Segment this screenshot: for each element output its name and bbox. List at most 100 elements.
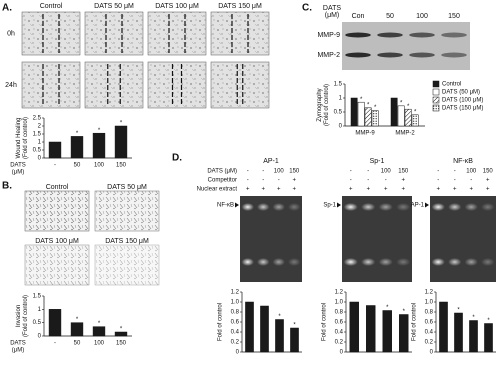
treatment-value: -	[437, 178, 439, 184]
wound-image	[84, 11, 144, 56]
gel-band	[288, 258, 301, 266]
gel-band	[241, 258, 254, 266]
treatment-value: -	[454, 169, 456, 175]
significance-mark: *	[98, 128, 101, 134]
significance-mark: *	[98, 321, 101, 327]
y-tick-label: 1	[38, 307, 42, 313]
gel-band-label: NF-κB	[217, 203, 234, 209]
treatment-value: -	[262, 169, 264, 175]
bar	[390, 97, 398, 127]
bar	[404, 108, 412, 127]
treatment-value: +	[436, 187, 440, 193]
significance-mark: *	[386, 305, 389, 311]
y-tick-label: 0.4	[335, 330, 344, 336]
bar	[70, 322, 84, 337]
treatment-value: -	[247, 169, 249, 175]
legend-swatch	[432, 104, 440, 112]
treatment-value: +	[292, 187, 296, 193]
invasion-image	[24, 244, 90, 286]
wound-image	[21, 11, 81, 56]
x-tick-label: 100	[94, 163, 105, 169]
treatment-value: 150	[398, 169, 409, 175]
gel-band	[481, 258, 495, 266]
significance-mark: *	[487, 318, 490, 324]
bar	[484, 323, 493, 353]
y-tick-label: 0	[38, 156, 42, 162]
gel-band	[377, 32, 403, 38]
y-tick-label: 0.6	[231, 320, 240, 326]
invasion-image	[24, 190, 90, 232]
bar	[397, 105, 405, 127]
gel-band	[431, 203, 445, 211]
bar	[411, 114, 419, 127]
gel-band	[272, 203, 285, 211]
gel-band	[464, 258, 478, 266]
bar	[371, 110, 379, 127]
band-arrow	[425, 202, 429, 208]
bar	[275, 319, 284, 353]
treatment-value: -	[350, 178, 352, 184]
y-tick-label: 0.5	[33, 320, 42, 326]
x-tick-label: MMP-2	[395, 131, 415, 137]
bar	[382, 310, 392, 353]
gel-band	[378, 258, 393, 266]
treatment-value: 150	[289, 169, 300, 175]
gel-band	[361, 203, 376, 211]
bar	[357, 101, 365, 127]
treatment-value: -	[437, 169, 439, 175]
wound-image	[147, 61, 207, 109]
y-tick-label: 2	[38, 124, 42, 130]
image-title: Control	[46, 184, 69, 191]
wound-image	[147, 11, 207, 56]
lane-label: 100	[416, 13, 428, 20]
treatment-value: -	[247, 178, 249, 184]
treatment-value: +	[277, 187, 281, 193]
gel-band	[361, 258, 376, 266]
gel-band	[396, 258, 411, 266]
wound-image	[21, 61, 81, 109]
y-tick-label: 1	[38, 140, 42, 146]
y-tick-label: 0.2	[231, 340, 240, 346]
y-tick-label: 1.2	[231, 290, 240, 296]
gel-band	[464, 203, 478, 211]
treatment-value: +	[349, 187, 353, 193]
gel-band	[441, 32, 467, 38]
bar	[70, 136, 84, 159]
y-axis-label: Wound Healing	[16, 118, 22, 159]
image-row-label: 0h	[7, 30, 15, 37]
wound-image	[210, 61, 270, 109]
treatment-value: +	[401, 178, 405, 184]
treatment-value: 100	[274, 169, 285, 175]
bar	[290, 327, 299, 353]
invasion-image	[94, 190, 160, 232]
lane-label: 150	[448, 13, 460, 20]
band-arrow	[235, 202, 239, 208]
bar	[350, 97, 358, 127]
bar	[92, 326, 106, 337]
image-title: DATS 100 μM	[35, 238, 79, 245]
treatment-value: -	[350, 169, 352, 175]
bar	[92, 132, 106, 159]
gel-band	[345, 32, 371, 38]
y-tick-label: 1.2	[335, 290, 344, 296]
treatment-value: 100	[381, 169, 392, 175]
bar	[454, 312, 463, 353]
treatment-value: 100	[466, 169, 477, 175]
y-tick-label: 0.4	[231, 330, 240, 336]
legend-label: DATS (150 μM)	[442, 106, 483, 112]
treatment-value: -	[385, 178, 387, 184]
panel-label: A.	[2, 3, 12, 14]
gel-band	[448, 258, 462, 266]
significance-mark: *	[457, 308, 460, 314]
y-axis-label: Fold of control	[322, 303, 328, 341]
bar	[469, 320, 478, 353]
gel-band	[431, 258, 445, 266]
gel-band	[409, 52, 435, 58]
significance-mark: *	[400, 100, 403, 106]
y-tick-label: 0.2	[425, 340, 434, 346]
wound-image	[84, 61, 144, 109]
treatment-value: -	[470, 178, 472, 184]
significance-mark: *	[120, 121, 123, 127]
x-tick-label: MMP-9	[355, 131, 375, 137]
